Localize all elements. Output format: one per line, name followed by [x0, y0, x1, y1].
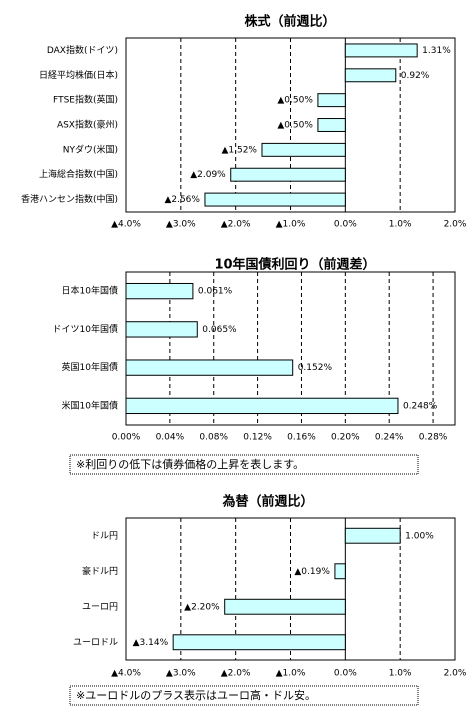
bar — [334, 563, 346, 580]
chart-title: 10年国債利回り（前週差） — [214, 257, 375, 273]
bar — [125, 321, 198, 338]
category-label: NYダウ(米国) — [63, 143, 118, 155]
value-label: 0.065% — [202, 325, 237, 335]
x-tick-label: ▲3.0% — [166, 220, 196, 230]
value-label: 1.31% — [422, 46, 451, 56]
category-label: DAX指数(ドイツ) — [47, 44, 118, 56]
bar — [204, 192, 346, 207]
bar — [125, 397, 399, 415]
value-label: 1.00% — [405, 531, 434, 541]
category-label: 米国10年国債 — [62, 399, 118, 411]
category-label: ドル円 — [91, 530, 118, 541]
bar — [224, 598, 346, 615]
category-label: ドイツ10年国債 — [53, 323, 118, 335]
x-tick-label: ▲2.0% — [221, 669, 251, 679]
x-tick-label: 0.0% — [334, 669, 357, 679]
bar — [125, 359, 294, 376]
x-tick-label: 0.28% — [419, 433, 448, 443]
x-tick-label: 0.12% — [243, 433, 272, 443]
bar — [261, 142, 346, 157]
x-tick-label: 0.04% — [156, 433, 185, 443]
value-label: 0.248% — [403, 401, 438, 411]
x-tick-label: 0.00% — [112, 433, 141, 443]
bar — [230, 167, 346, 182]
bar — [344, 68, 397, 83]
bar — [172, 634, 346, 651]
x-tick-label: ▲2.0% — [221, 220, 251, 230]
bar — [317, 93, 346, 108]
value-label: ▲1.52% — [221, 145, 257, 155]
x-tick-label: ▲3.0% — [166, 669, 196, 679]
category-label: 日本10年国債 — [62, 285, 118, 297]
x-tick-label: ▲1.0% — [276, 669, 306, 679]
note: ※利回りの低下は債券価格の上昇を表します。 — [76, 457, 304, 471]
chart-title: 株式（前週比） — [244, 14, 335, 30]
bar — [344, 43, 418, 58]
value-label: ▲3.14% — [133, 638, 169, 648]
value-label: ▲0.50% — [277, 121, 313, 131]
value-label: ▲2.20% — [184, 602, 220, 612]
value-label: ▲2.09% — [190, 170, 226, 180]
x-tick-label: 0.20% — [331, 433, 360, 443]
value-label: ▲2.56% — [164, 195, 200, 205]
category-label: ユーロドル — [73, 638, 118, 648]
x-tick-label: ▲1.0% — [276, 220, 306, 230]
note: ※ユーロドルのプラス表示はユーロ高・ドル安。 — [76, 688, 316, 702]
x-tick-label: 1.0% — [389, 220, 412, 230]
value-label: ▲0.19% — [294, 567, 330, 577]
value-label: ▲0.50% — [277, 96, 313, 106]
bar — [344, 527, 401, 544]
x-tick-label: 2.0% — [444, 669, 467, 679]
value-label: 0.92% — [401, 71, 430, 81]
category-label: FTSE指数(英国) — [53, 94, 118, 106]
x-tick-label: 2.0% — [444, 220, 467, 230]
x-tick-label: 0.16% — [287, 433, 316, 443]
category-label: 香港ハンセン指数(中国) — [21, 193, 118, 205]
category-label: 日経平均株価(日本) — [39, 69, 118, 81]
category-label: 上海総合指数(中国) — [39, 168, 118, 180]
note-box — [69, 454, 419, 475]
x-tick-label: ▲4.0% — [111, 669, 141, 679]
bar — [125, 282, 194, 300]
x-tick-label: ▲4.0% — [111, 220, 141, 230]
x-tick-label: 0.24% — [375, 433, 404, 443]
category-label: ユーロ円 — [82, 601, 118, 612]
category-label: ASX指数(豪州) — [57, 119, 118, 131]
x-tick-label: 1.0% — [389, 669, 412, 679]
bar — [317, 118, 346, 132]
chart-title: 為替（前週比） — [222, 494, 313, 510]
x-tick-label: 0.08% — [199, 433, 228, 443]
x-tick-label: 0.0% — [334, 220, 357, 230]
note-box — [69, 685, 419, 706]
value-label: 0.152% — [298, 363, 333, 373]
category-label: 豪ドル円 — [82, 565, 118, 577]
category-label: 英国10年国債 — [62, 361, 118, 373]
value-label: 0.061% — [198, 287, 233, 297]
